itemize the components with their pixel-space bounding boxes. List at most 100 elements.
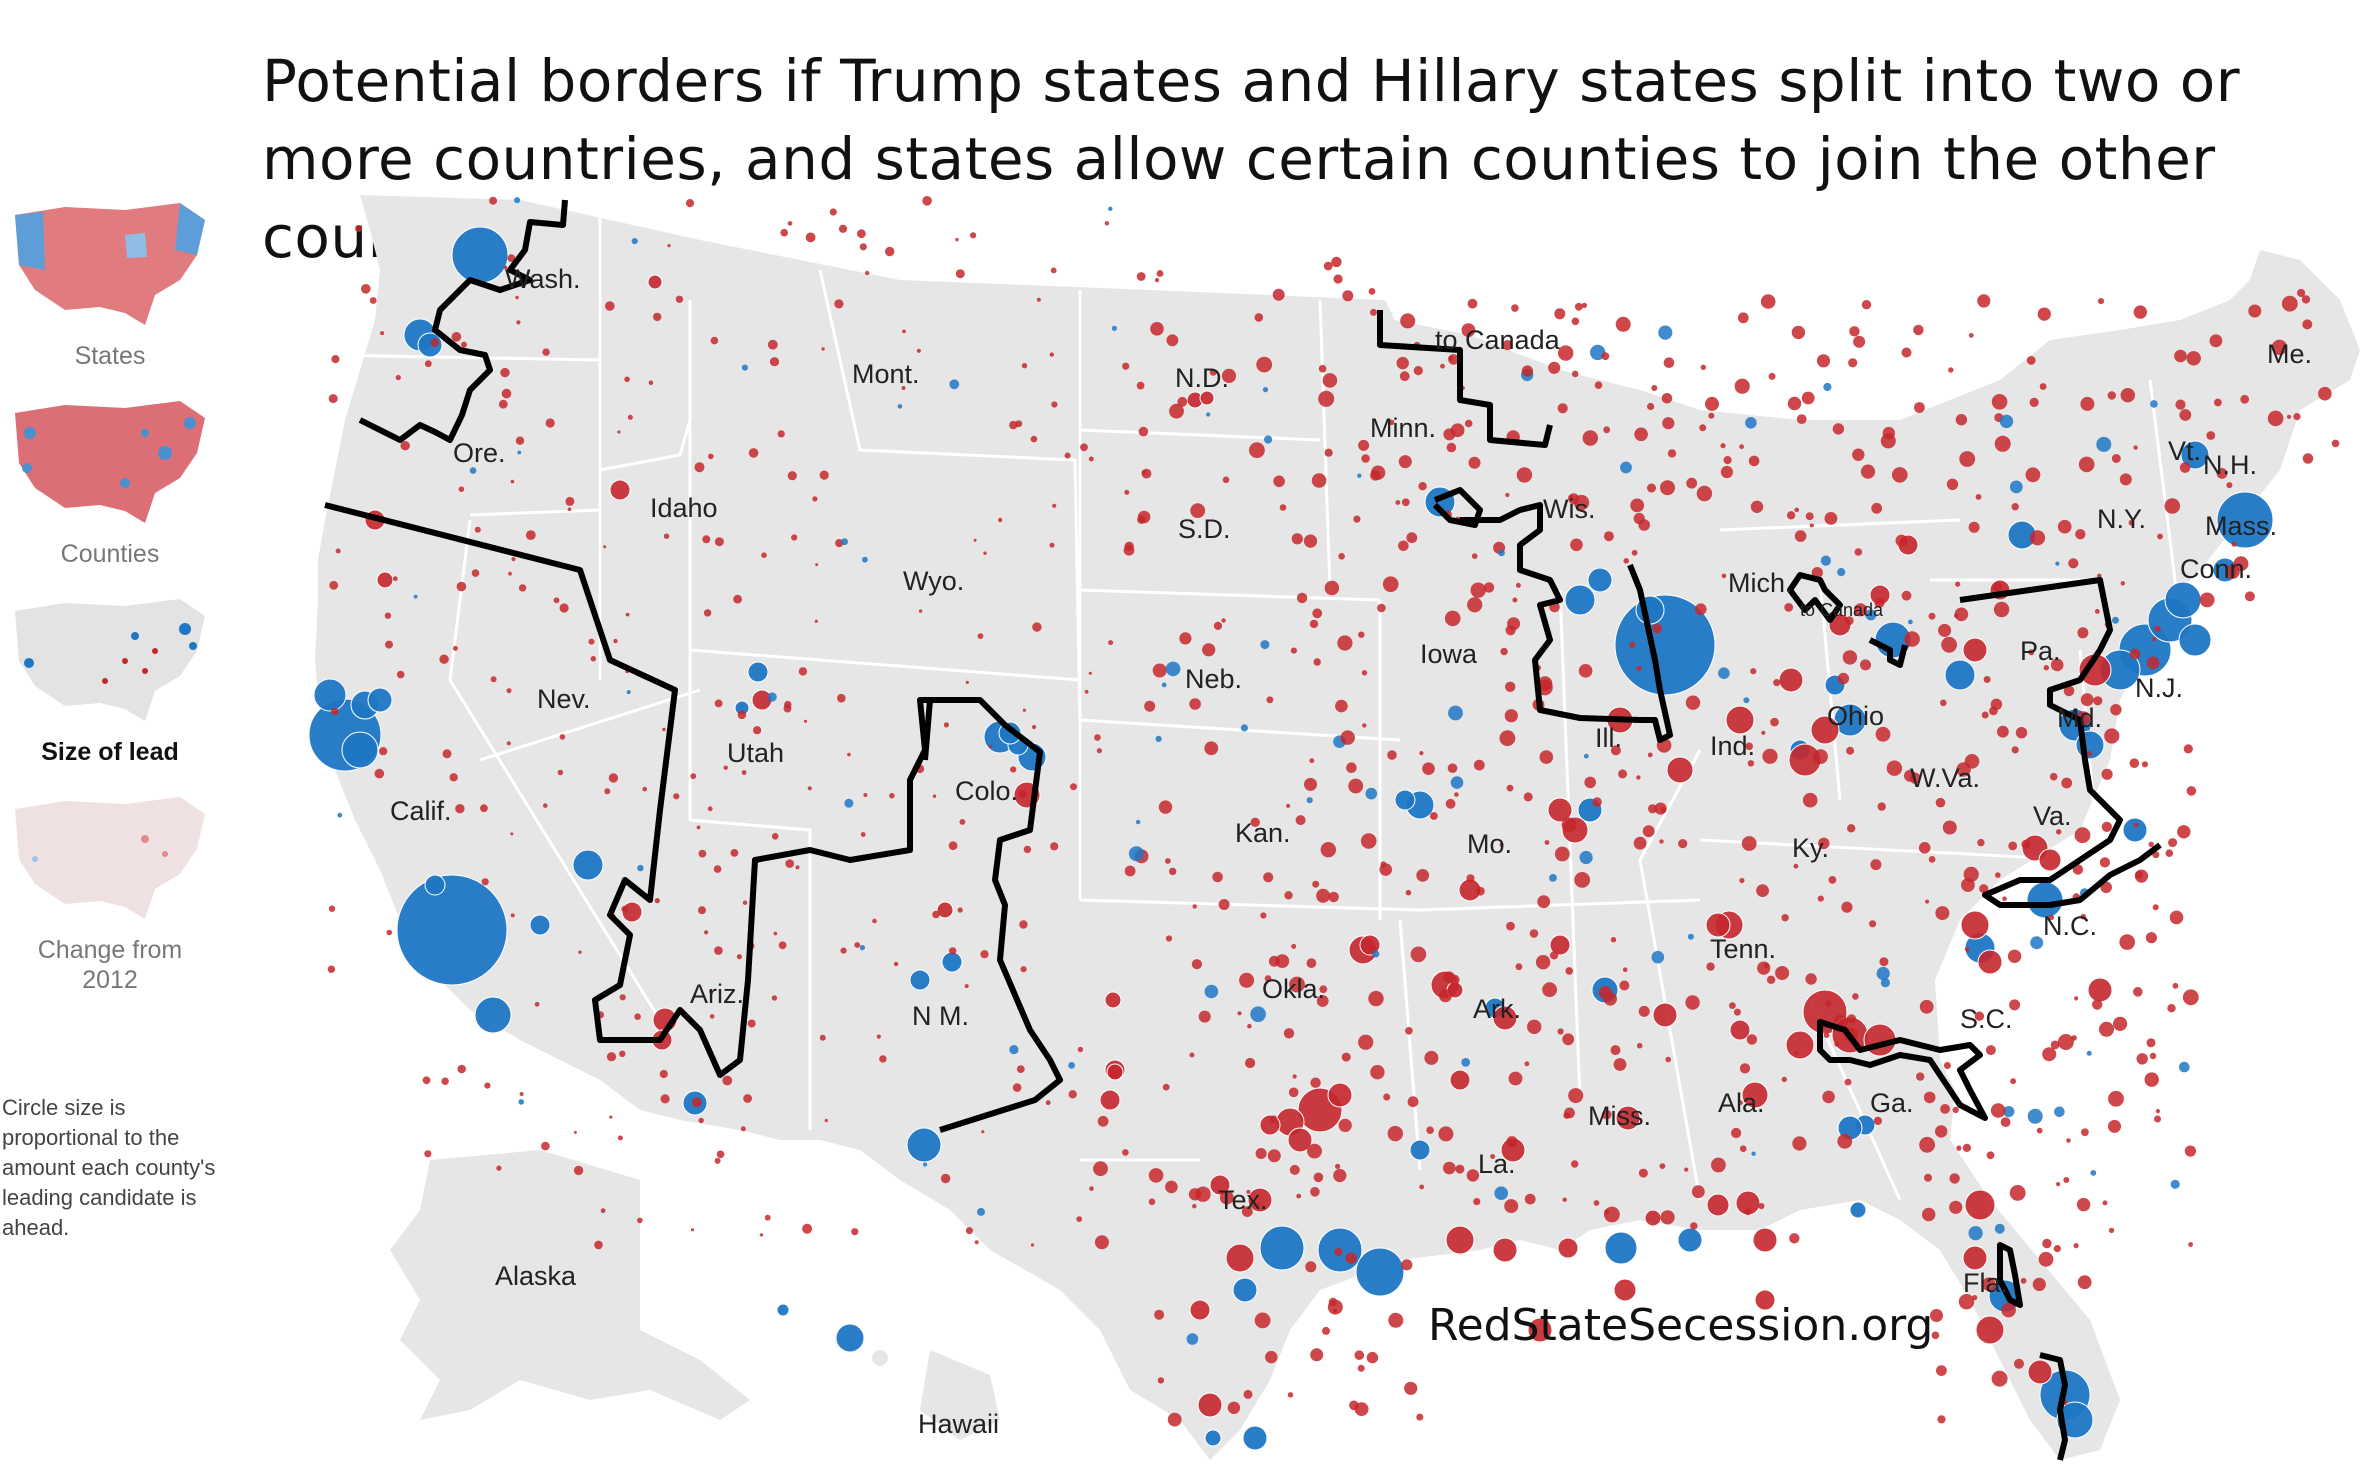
republican-county-dot [807, 786, 812, 791]
legend-item-size-of-lead[interactable]: Size of lead [0, 591, 220, 767]
republican-county-dot [2206, 431, 2216, 440]
republican-county-dot [1925, 899, 1930, 904]
republican-county-dot [2209, 334, 2223, 348]
republican-county-dot [1877, 802, 1886, 811]
democrat-county-dot [1876, 966, 1890, 981]
republican-county-dot [1260, 912, 1267, 919]
republican-county-dot [1968, 333, 1974, 338]
republican-county-dot [1686, 477, 1698, 489]
republican-county-dot [1720, 465, 1733, 479]
republican-county-dot [798, 667, 808, 676]
republican-county-dot [1360, 833, 1377, 849]
republican-county-dot [1502, 340, 1513, 351]
republican-county-dot [2182, 989, 2199, 1006]
republican-county-dot [1739, 877, 1745, 884]
republican-county-dot [1508, 1071, 1523, 1086]
republican-county-dot [481, 878, 489, 886]
republican-county-dot [714, 946, 723, 955]
republican-county-dot [1949, 1200, 1963, 1214]
republican-county-dot [2144, 1072, 2159, 1087]
republican-county-dot [1440, 363, 1445, 369]
colorado-border [922, 699, 933, 761]
republican-county-dot [2149, 1052, 2157, 1060]
republican-county-dot [1504, 709, 1518, 723]
republican-county-dot [1542, 982, 1557, 998]
republican-county-dot [525, 530, 536, 540]
republican-county-dot [1320, 842, 1337, 858]
republican-county-dot [1846, 746, 1855, 755]
republican-county-dot [698, 849, 707, 858]
republican-county-dot [1823, 1032, 1830, 1038]
republican-county-dot [1844, 1078, 1852, 1086]
republican-county-dot [2179, 409, 2192, 421]
republican-county-dot [2029, 530, 2046, 546]
republican-county-dot [1832, 423, 1845, 435]
republican-county-dot [606, 1052, 617, 1062]
republican-county-dot [1476, 886, 1485, 896]
republican-county-dot [1529, 929, 1539, 938]
republican-county-dot [1918, 842, 1931, 854]
republican-county-dot [1789, 1233, 1800, 1244]
republican-county-dot [1387, 750, 1397, 760]
republican-county-dot [1337, 635, 1353, 651]
republican-county-dot [2133, 822, 2139, 828]
republican-county-dot [1167, 1412, 1182, 1427]
republican-county-dot [2177, 825, 2191, 839]
republican-county-dot [1511, 304, 1519, 312]
republican-county-dot [1770, 717, 1779, 727]
legend-item-counties[interactable]: Counties [0, 393, 220, 569]
republican-county-dot [2331, 439, 2340, 448]
republican-county-dot [617, 1135, 623, 1141]
republican-county-dot [1292, 1074, 1297, 1079]
republican-county-dot [1438, 1126, 1454, 1142]
republican-county-dot [819, 1034, 826, 1041]
democrat-county-dot [1111, 325, 1117, 331]
republican-county-dot [736, 954, 743, 960]
republican-county-dot [2165, 849, 2174, 857]
republican-county-dot [973, 538, 977, 542]
republican-county-dot [1977, 838, 1985, 847]
republican-county-dot [1652, 623, 1662, 634]
republican-county-dot [1746, 1034, 1758, 1045]
republican-county-dot [741, 770, 747, 775]
republican-county-dot [835, 539, 844, 548]
republican-county-dot [396, 670, 405, 679]
republican-county-dot [439, 654, 449, 664]
republican-county-dot [2050, 1040, 2060, 1050]
republican-county-dot [1255, 1148, 1267, 1159]
republican-county-dot [918, 609, 923, 613]
republican-county-dot [1875, 726, 1891, 742]
republican-county-dot [2032, 1277, 2046, 1291]
republican-county-dot [1448, 354, 1459, 365]
republican-county-dot [328, 394, 338, 404]
republican-county-dot [2071, 1035, 2077, 1041]
republican-county-dot [1979, 884, 1989, 894]
republican-county-dot [456, 581, 467, 592]
legend-item-states[interactable]: States [0, 195, 220, 371]
republican-county-dot [510, 479, 515, 484]
republican-county-dot [1500, 647, 1508, 656]
republican-county-dot [1506, 921, 1515, 931]
republican-county-dot [1958, 1294, 1975, 1310]
republican-county-dot [1818, 837, 1830, 849]
legend-note: Circle size is proportional to the amoun… [2, 1095, 216, 1240]
republican-county-dot [1050, 267, 1057, 274]
state-label: Ga. [1870, 1088, 1914, 1118]
republican-county-dot [847, 752, 851, 757]
republican-county-dot [2068, 558, 2079, 569]
republican-county-dot [1919, 999, 1934, 1014]
republican-county-dot [457, 1064, 467, 1074]
republican-county-dot [1537, 895, 1551, 909]
republican-county-dot [1332, 1308, 1338, 1314]
republican-county-dot [1663, 357, 1675, 369]
republican-county-dot [1809, 523, 1814, 528]
republican-county-dot [1313, 658, 1321, 666]
democrat-county-dot [1908, 619, 1913, 625]
republican-county-dot [2001, 1302, 2016, 1318]
republican-county-dot [1760, 294, 1776, 309]
republican-county-dot [1975, 494, 1982, 500]
republican-county-dot [2152, 904, 2159, 911]
republican-county-dot [1148, 1168, 1164, 1183]
legend-item-change-from-2012[interactable]: Change from 2012 [0, 789, 220, 995]
republican-county-dot [1464, 419, 1473, 428]
